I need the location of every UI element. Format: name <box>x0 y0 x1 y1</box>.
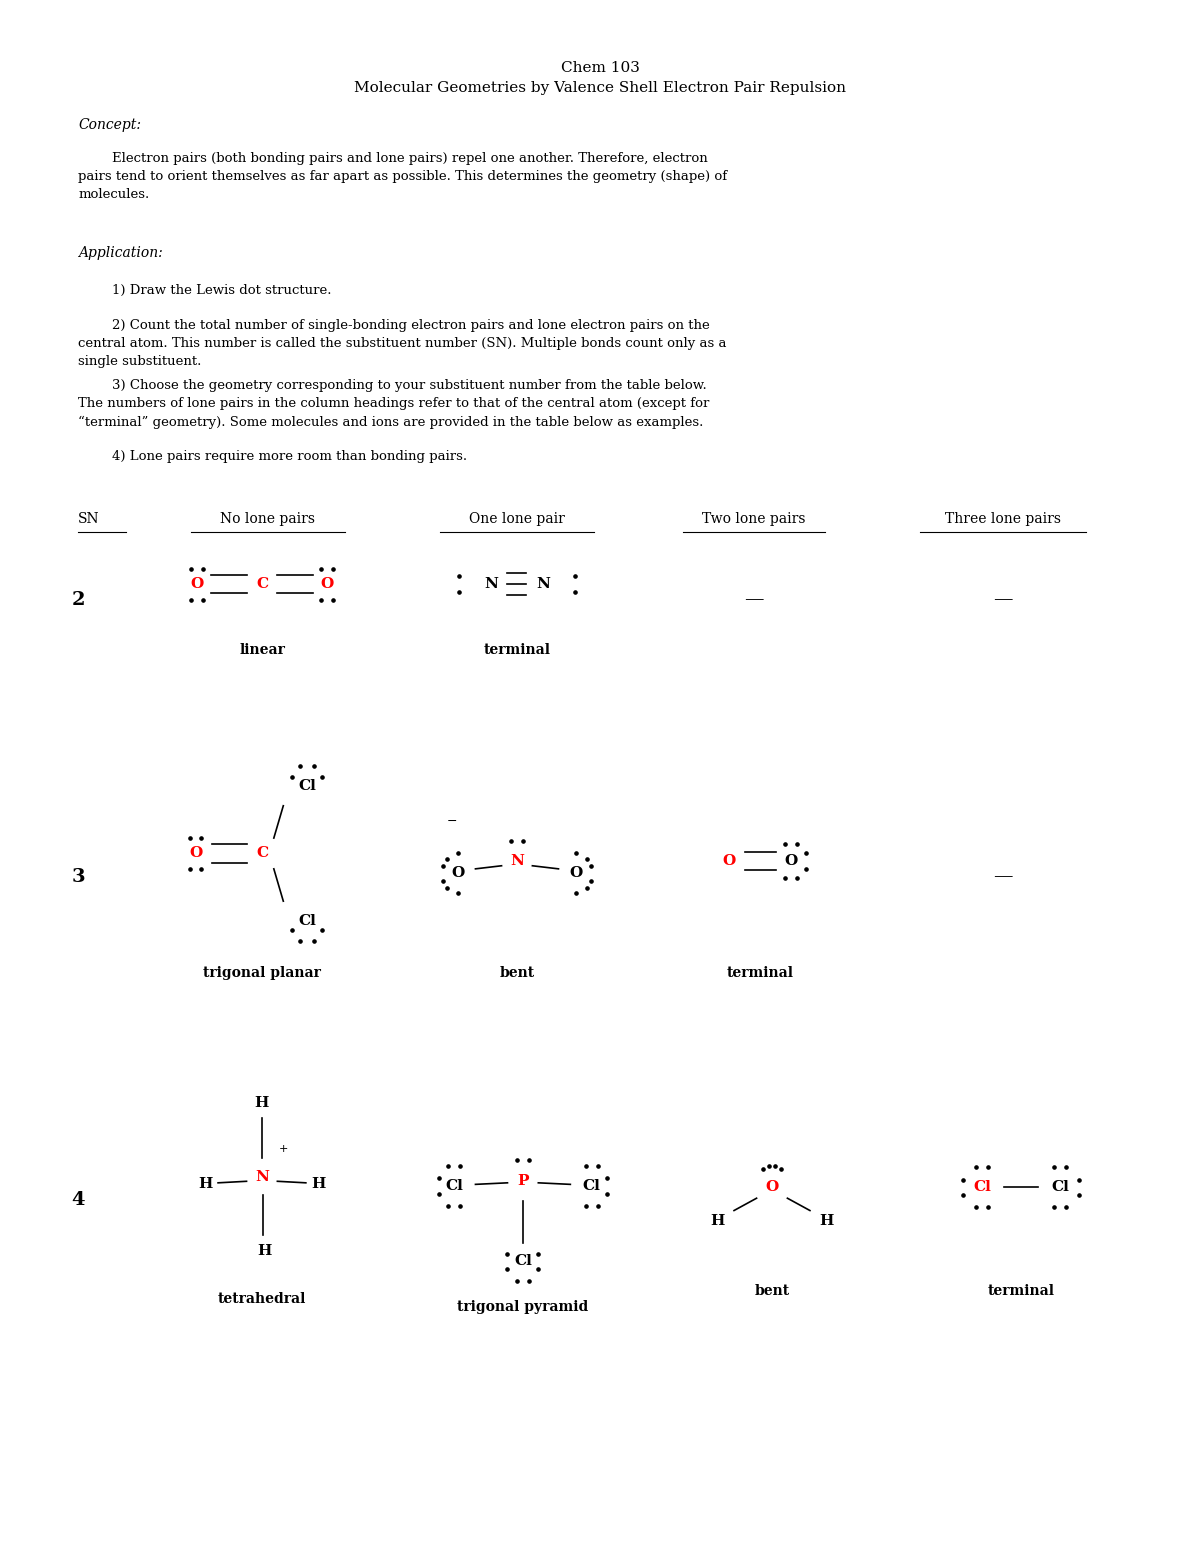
Text: bent: bent <box>499 966 534 980</box>
Text: terminal: terminal <box>988 1284 1055 1298</box>
Text: N: N <box>256 1169 269 1183</box>
Text: P: P <box>517 1174 529 1188</box>
Text: 4) Lone pairs require more room than bonding pairs.: 4) Lone pairs require more room than bon… <box>78 450 467 463</box>
Text: Cl: Cl <box>973 1180 991 1194</box>
Text: terminal: terminal <box>484 643 551 657</box>
Text: H: H <box>820 1214 834 1228</box>
Text: Application:: Application: <box>78 245 163 259</box>
Text: linear: linear <box>239 643 284 657</box>
Text: terminal: terminal <box>727 966 793 980</box>
Text: O: O <box>451 867 464 881</box>
Text: 1) Draw the Lewis dot structure.: 1) Draw the Lewis dot structure. <box>78 284 331 297</box>
Text: Cl: Cl <box>583 1179 601 1193</box>
Text: Cl: Cl <box>514 1255 532 1269</box>
Text: C: C <box>256 578 268 592</box>
Text: Molecular Geometries by Valence Shell Electron Pair Repulsion: Molecular Geometries by Valence Shell El… <box>354 81 846 95</box>
Text: —: — <box>994 868 1013 885</box>
Text: tetrahedral: tetrahedral <box>217 1292 306 1306</box>
Text: Cl: Cl <box>445 1179 463 1193</box>
Text: 2) Count the total number of single-bonding electron pairs and lone electron pai: 2) Count the total number of single-bond… <box>78 320 727 368</box>
Text: Chem 103: Chem 103 <box>560 61 640 75</box>
Text: N: N <box>510 854 524 868</box>
Text: N: N <box>484 578 498 592</box>
Text: trigonal pyramid: trigonal pyramid <box>457 1300 588 1314</box>
Text: Electron pairs (both bonding pairs and lone pairs) repel one another. Therefore,: Electron pairs (both bonding pairs and l… <box>78 152 727 200</box>
Text: O: O <box>188 846 202 860</box>
Text: O: O <box>785 854 798 868</box>
Text: trigonal planar: trigonal planar <box>203 966 320 980</box>
Text: —: — <box>994 590 1013 609</box>
Text: N: N <box>536 578 550 592</box>
Text: Cl: Cl <box>298 778 316 792</box>
Text: +: + <box>278 1145 288 1154</box>
Text: H: H <box>198 1177 212 1191</box>
Text: Cl: Cl <box>298 915 316 929</box>
Text: O: O <box>722 854 736 868</box>
Text: 2: 2 <box>71 590 85 609</box>
Text: Three lone pairs: Three lone pairs <box>946 512 1061 526</box>
Text: H: H <box>312 1177 326 1191</box>
Text: O: O <box>190 578 203 592</box>
Text: bent: bent <box>755 1284 790 1298</box>
Text: One lone pair: One lone pair <box>469 512 565 526</box>
Text: Cl: Cl <box>1051 1180 1069 1194</box>
Text: H: H <box>257 1244 271 1258</box>
Text: O: O <box>766 1180 779 1194</box>
Text: C: C <box>256 846 268 860</box>
Text: 3: 3 <box>71 868 85 885</box>
Text: O: O <box>570 867 583 881</box>
Text: O: O <box>320 578 334 592</box>
Text: 4: 4 <box>71 1191 85 1208</box>
Text: SN: SN <box>78 512 100 526</box>
Text: Concept:: Concept: <box>78 118 142 132</box>
Text: 3) Choose the geometry corresponding to your substituent number from the table b: 3) Choose the geometry corresponding to … <box>78 379 709 429</box>
Text: −: − <box>446 815 457 828</box>
Text: H: H <box>710 1214 725 1228</box>
Text: Two lone pairs: Two lone pairs <box>702 512 806 526</box>
Text: No lone pairs: No lone pairs <box>221 512 316 526</box>
Text: —: — <box>744 590 764 609</box>
Text: H: H <box>254 1096 269 1110</box>
